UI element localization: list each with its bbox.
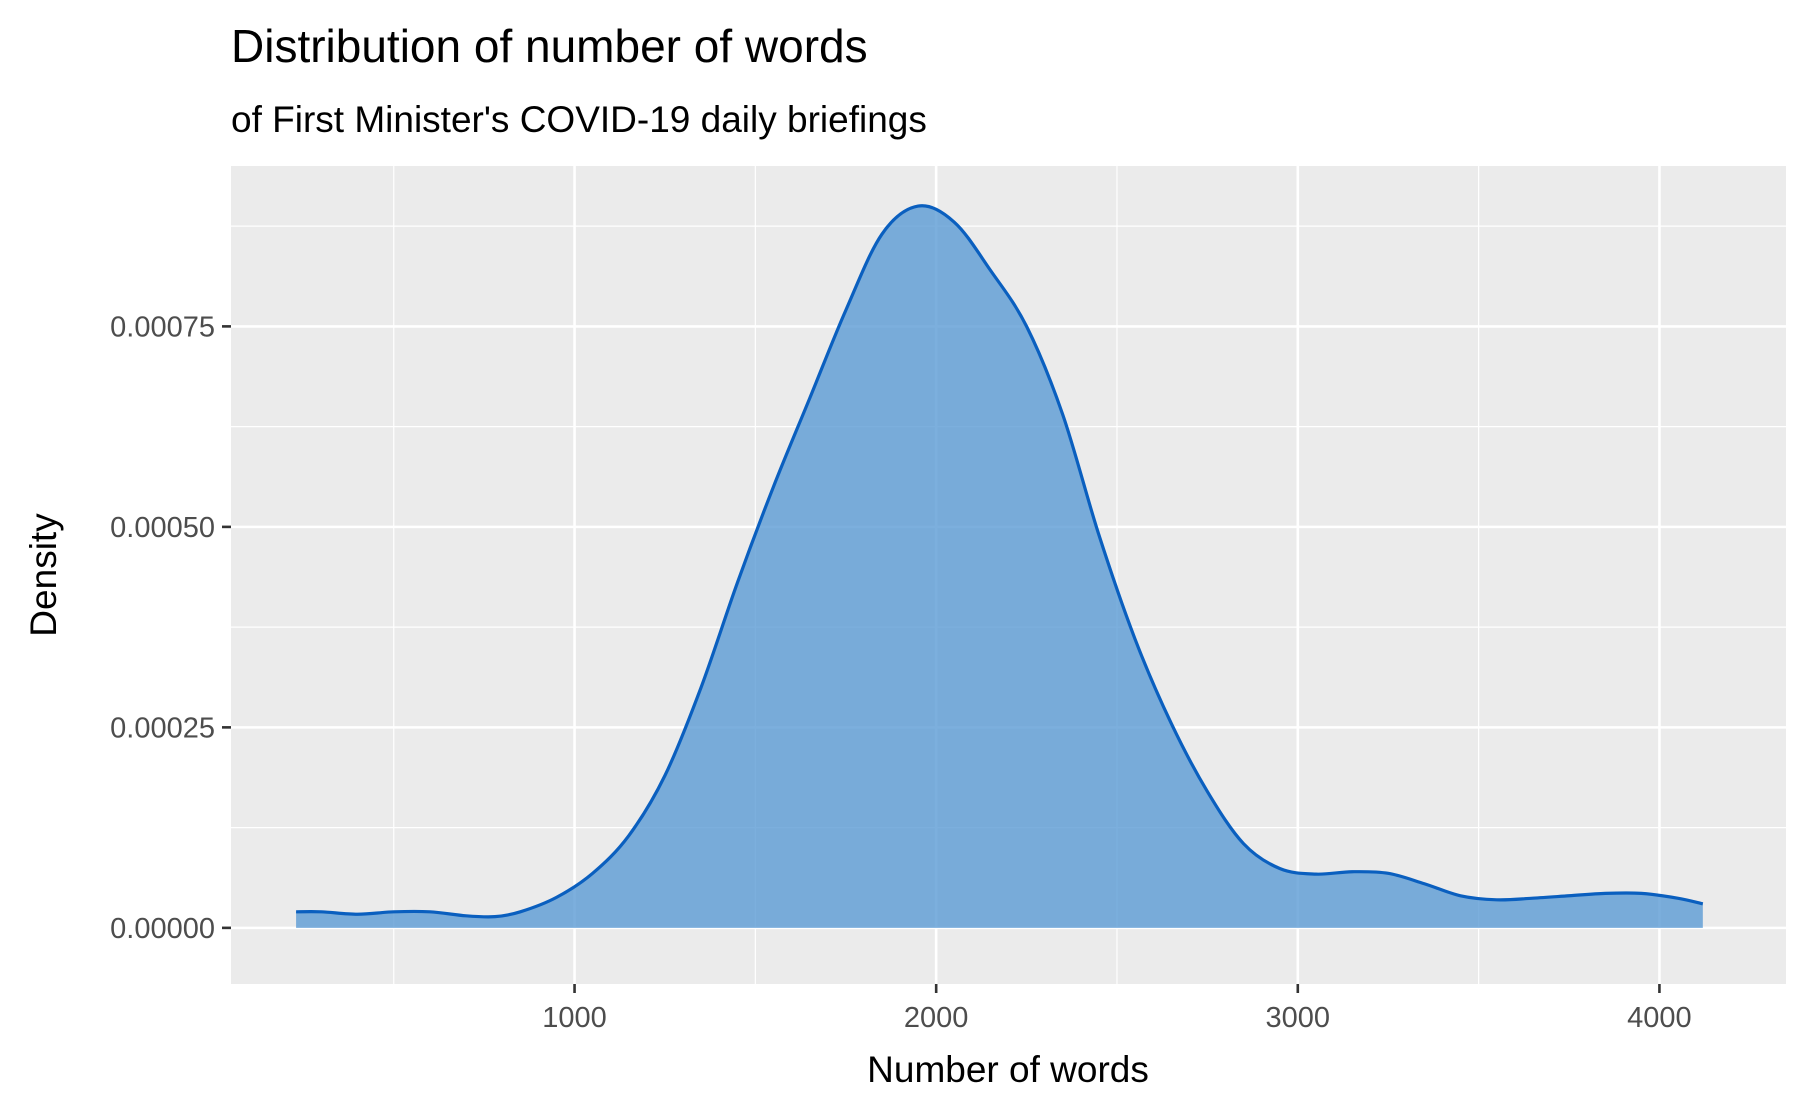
chart-title: Distribution of number of words — [231, 20, 868, 72]
x-tick-label: 4000 — [1627, 1002, 1692, 1034]
density-layer — [296, 204, 1704, 928]
density-area — [296, 205, 1703, 928]
x-tick-label: 3000 — [1266, 1002, 1331, 1034]
y-axis-title: Density — [23, 513, 64, 637]
y-tick-label: 0.00000 — [110, 913, 215, 945]
y-tick-label: 0.00075 — [110, 311, 215, 343]
y-tick-label: 0.00050 — [110, 512, 215, 544]
y-tick-label: 0.00025 — [110, 712, 215, 744]
x-axis-title: Number of words — [867, 1049, 1149, 1090]
chart-subtitle: of First Minister's COVID-19 daily brief… — [231, 99, 927, 140]
density-line — [296, 204, 1704, 919]
y-axis: 0.00000 0.00025 0.00050 0.00075 — [110, 311, 231, 945]
x-tick-label: 1000 — [542, 1002, 607, 1034]
x-axis: 1000 2000 3000 4000 — [542, 984, 1692, 1034]
x-tick-label: 2000 — [904, 1002, 969, 1034]
